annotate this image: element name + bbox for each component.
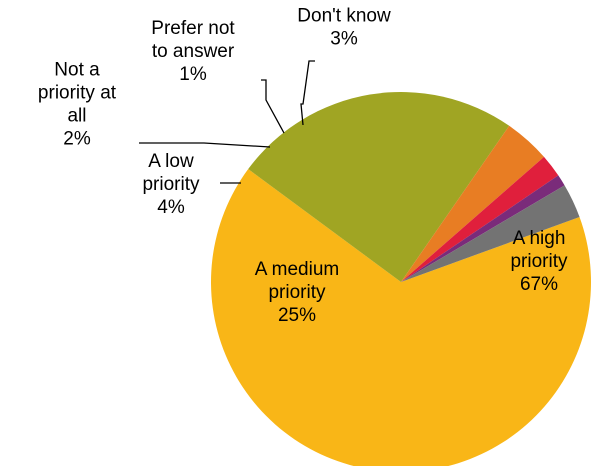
data-label-a-low-priority: A low priority 4% [142, 151, 200, 218]
leader-line-prefer-not-to-answer [261, 79, 285, 134]
pie-slice-a-high-priority [211, 169, 591, 466]
pie-slices [211, 91, 591, 466]
value-label: 1% [179, 64, 207, 85]
data-label-a-high-priority: A high priority 67% [510, 228, 568, 295]
value-label: 25% [278, 305, 316, 326]
pie-slice-a-medium-priority [248, 91, 510, 282]
value-label: 3% [330, 29, 358, 50]
category-label-line: all [67, 106, 86, 127]
leader-line-don-t-know [300, 60, 315, 126]
pie-slice-prefer-not-to-answer [401, 175, 565, 282]
category-label-line: priority [268, 282, 326, 303]
category-label-line: A high [513, 228, 566, 249]
data-label-don-t-know: Don't know 3% [297, 6, 391, 50]
data-label-prefer-not-to-answer: Prefer not to answer 1% [151, 18, 235, 85]
pie-slice-not-a-priority-at-all [401, 156, 559, 282]
category-label-line: Don't know [297, 6, 391, 27]
leader-lines [139, 60, 315, 184]
value-label: 4% [157, 197, 185, 218]
category-label-line: Not a [54, 60, 100, 81]
category-label-line: to answer [152, 41, 235, 62]
pie-slice-a-low-priority [401, 125, 545, 282]
value-label: 67% [520, 274, 558, 295]
category-label-line: A low [148, 151, 194, 172]
category-label-line: A medium [255, 259, 339, 280]
category-label-line: priority [142, 174, 200, 195]
data-label-not-a-priority-at-all: Not a priority at all 2% [38, 60, 117, 150]
data-label-a-medium-priority: A medium priority 25% [255, 259, 339, 326]
category-label-line: priority [510, 251, 568, 272]
category-label-line: priority at [38, 83, 117, 104]
leader-line-not-a-priority-at-all [139, 142, 271, 148]
pie-slice-don-t-know [401, 185, 580, 282]
slice-labels: A high priority 67%A medium priority 25%A lo… [38, 6, 568, 327]
value-label: 2% [63, 129, 91, 150]
category-label-line: Prefer not [151, 18, 235, 39]
